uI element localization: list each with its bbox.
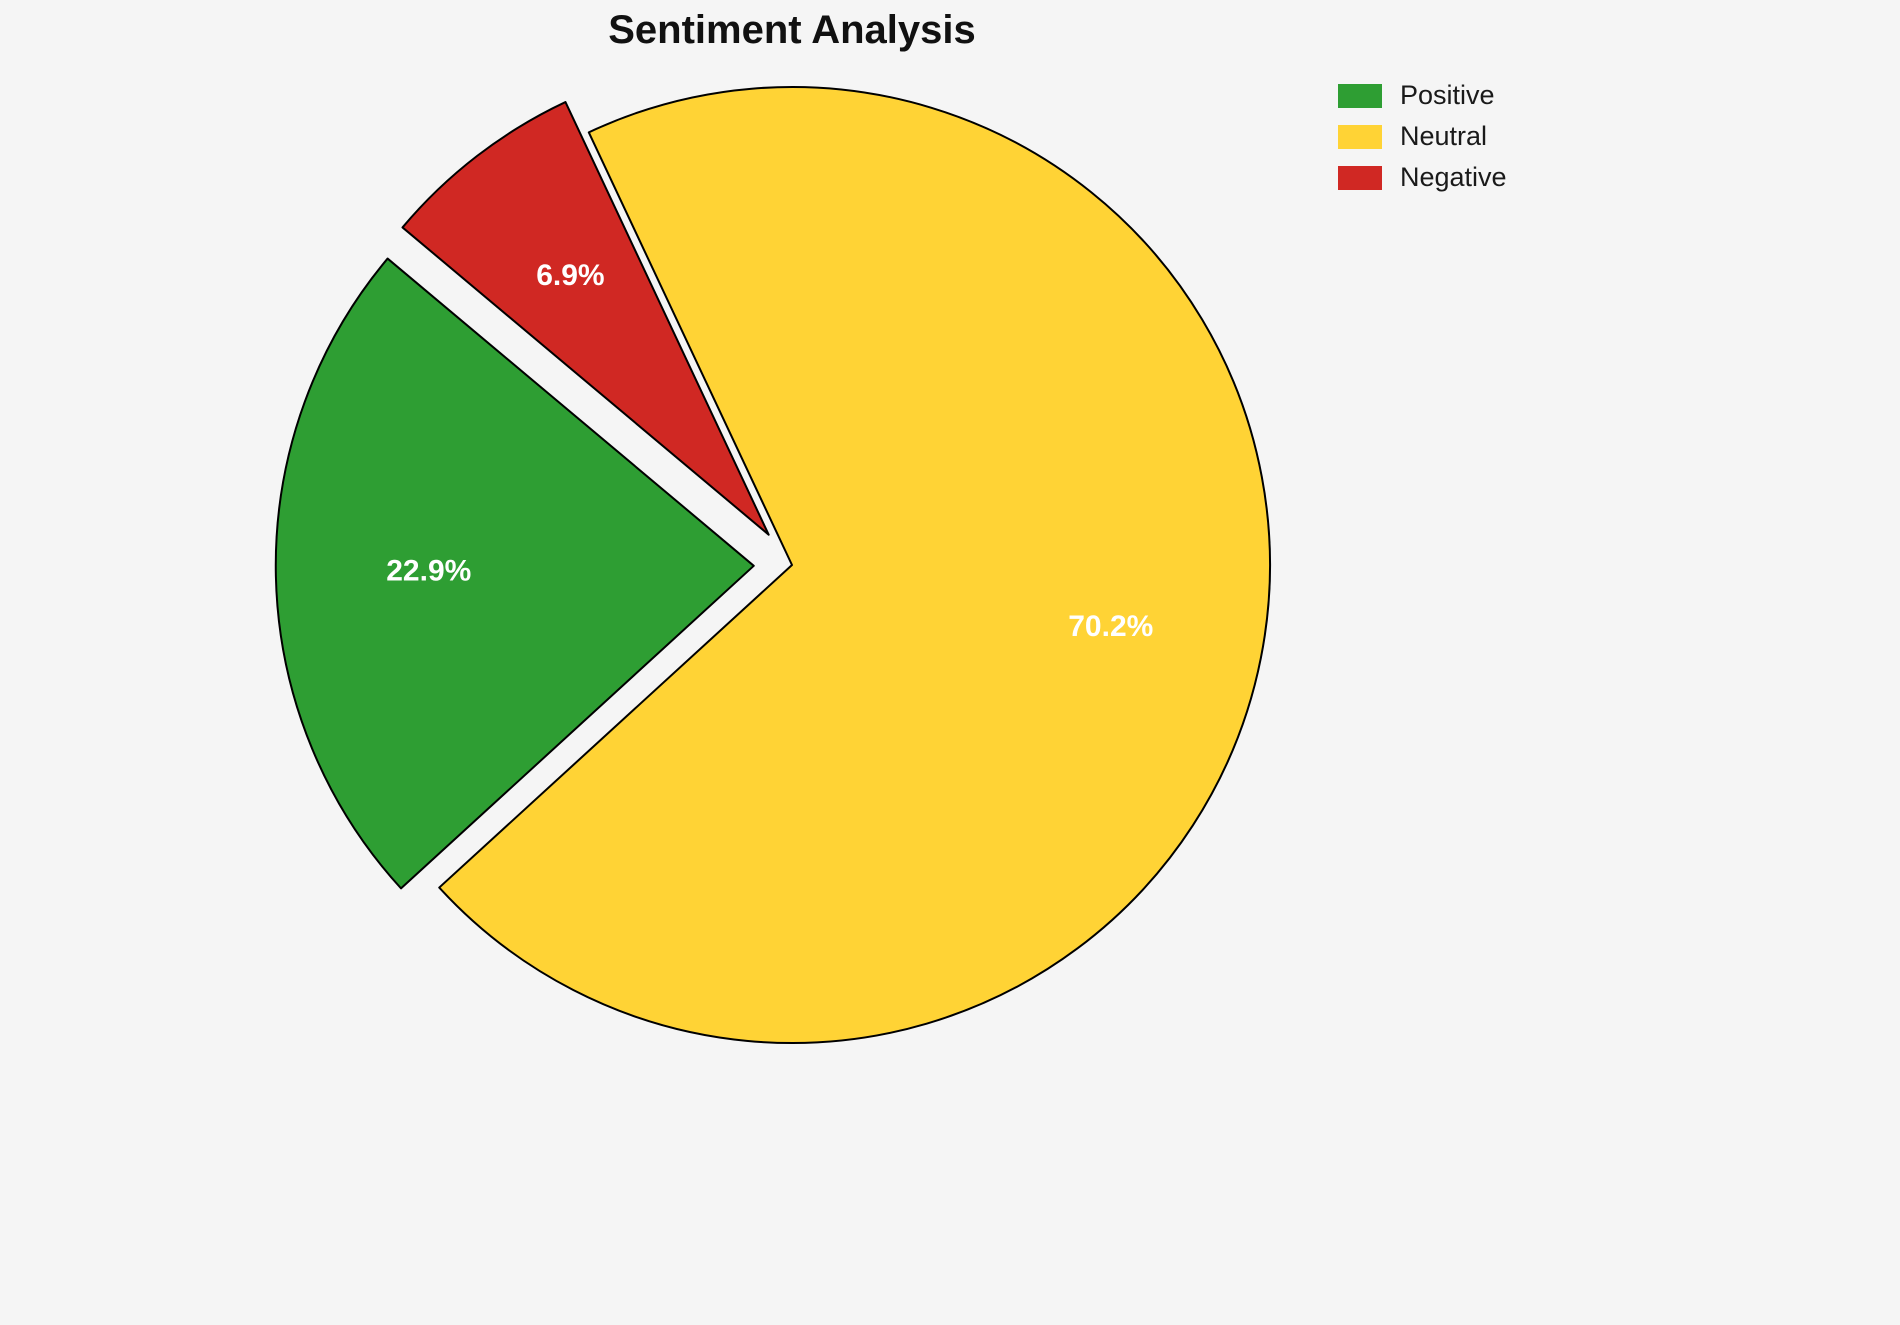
pie-slice-positive — [274, 257, 755, 890]
legend-swatch — [1338, 83, 1382, 108]
pie-slice-negative — [401, 101, 770, 536]
pie-slice-percentage: 22.9% — [386, 555, 471, 588]
legend-item-negative: Negative — [1338, 164, 1507, 191]
legend-swatch — [1338, 124, 1382, 149]
pie-slice-percentage: 70.2% — [1068, 610, 1153, 643]
pie-slice-percentage: 6.9% — [536, 259, 604, 292]
pie-slice-neutral — [438, 86, 1271, 1044]
legend: Positive Neutral Negative — [1338, 82, 1507, 191]
legend-swatch — [1338, 165, 1382, 190]
legend-label-negative: Negative — [1400, 162, 1507, 192]
chart-title: Sentiment Analysis — [608, 8, 976, 52]
legend-item-neutral: Neutral — [1338, 123, 1507, 150]
legend-item-positive: Positive — [1338, 82, 1507, 109]
legend-label-positive: Positive — [1400, 80, 1495, 110]
legend-label-neutral: Neutral — [1400, 121, 1488, 151]
